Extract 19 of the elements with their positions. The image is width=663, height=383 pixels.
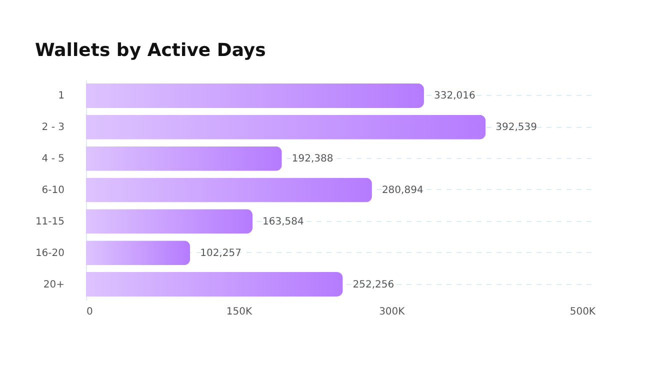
chart-title: Wallets by Active Days	[34, 40, 266, 61]
x-tick-label: 500K	[570, 306, 596, 318]
x-tick-label: 150K	[226, 306, 252, 318]
y-tick-label: 2 - 3	[42, 122, 64, 134]
y-tick-label: 1	[58, 90, 64, 102]
y-tick-label: 4 - 5	[42, 154, 64, 165]
data-label: 252,256	[352, 279, 394, 290]
x-tick-label: 0	[86, 306, 93, 318]
y-tick-label: 6-10	[42, 185, 64, 196]
y-tick-label: 11-15	[35, 216, 64, 228]
data-label: 163,584	[262, 216, 304, 228]
data-label: 280,894	[382, 185, 424, 196]
x-tick-label: 300K	[379, 306, 406, 318]
y-tick-label: 20+	[43, 279, 64, 290]
data-label: 332,016	[434, 90, 476, 102]
data-label: 192,388	[292, 154, 334, 165]
data-label: 392,539	[496, 122, 537, 134]
data-label: 102,257	[200, 248, 242, 259]
y-tick-label: 16-20	[35, 248, 64, 259]
